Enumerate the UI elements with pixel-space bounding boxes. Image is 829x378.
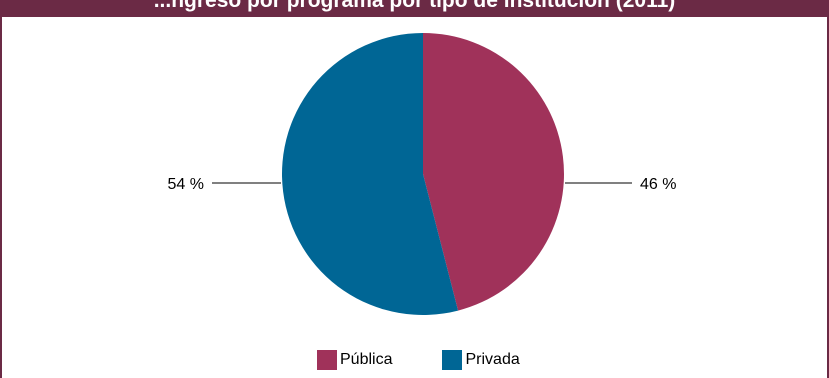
legend: Pública Privada — [317, 348, 520, 372]
legend-swatch-publica — [317, 350, 337, 370]
data-label-privada: 54 % — [168, 176, 204, 193]
chart-title: ...ngreso por programa por tipo de insti… — [153, 0, 676, 12]
title-bar: ...ngreso por programa por tipo de insti… — [0, 0, 829, 17]
pie-slice-publica[interactable] — [423, 33, 564, 311]
pie-slice-privada[interactable] — [281, 33, 459, 315]
legend-item-publica[interactable]: Pública — [317, 350, 392, 370]
legend-item-privada[interactable]: Privada — [442, 350, 520, 370]
legend-swatch-privada — [442, 350, 463, 370]
data-labels: 46 % 54 % — [168, 176, 677, 193]
legend-label-publica: Pública — [340, 351, 393, 368]
legend-label-privada: Privada — [465, 351, 520, 368]
pie-slices — [281, 33, 564, 315]
data-label-publica: 46 % — [640, 176, 676, 193]
